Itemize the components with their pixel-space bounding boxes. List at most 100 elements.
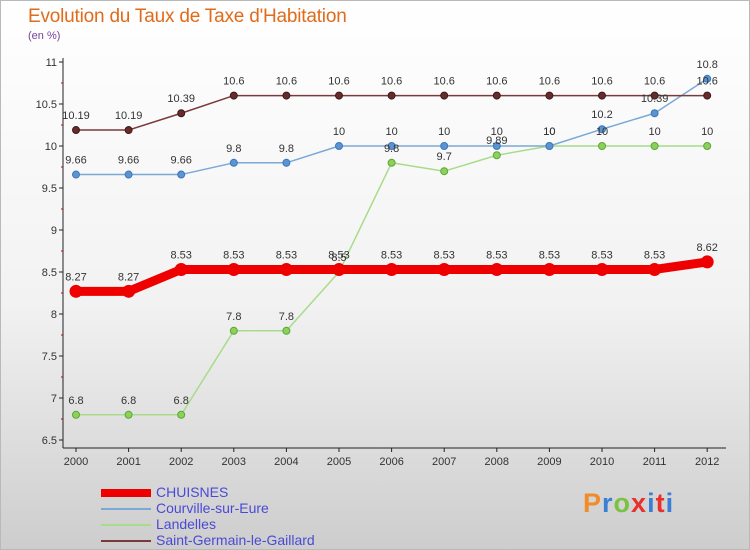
series-saint-germain-le-gaillard-point [387, 91, 396, 100]
series-courville-sur-eure-point [440, 142, 449, 150]
series-landelles-label: 10 [648, 126, 660, 138]
series-landelles-point [229, 326, 238, 335]
series-chuisnes-point [490, 262, 504, 276]
series-layer [69, 74, 714, 419]
chart-title: Evolution du Taux de Taxe d'Habitation [28, 6, 347, 27]
x-tick-label: 2010 [590, 456, 614, 468]
legend-label-courville: Courville-sur-Eure [156, 500, 269, 516]
y-tick-label: 10.5 [36, 99, 57, 111]
series-courville-sur-eure-point [229, 158, 238, 167]
brand-logo-letter: t [655, 488, 666, 518]
series-chuisnes-point [227, 262, 241, 276]
series-saint-germain-le-gaillard-label: 10.6 [539, 76, 560, 88]
series-chuisnes-point [437, 262, 451, 276]
series-saint-germain-le-gaillard-label: 10.6 [696, 76, 717, 88]
y-tick-label: 7.5 [42, 351, 57, 363]
series-chuisnes-point [122, 284, 136, 298]
y-tick-label: 6.5 [42, 435, 57, 447]
x-tick-label: 2005 [327, 456, 351, 468]
series-courville-sur-eure-label: 9.8 [279, 143, 294, 155]
series-courville-sur-eure-point [282, 158, 291, 167]
x-tick-label: 2009 [537, 456, 561, 468]
series-courville-sur-eure-label: 10 [333, 126, 345, 138]
series-chuisnes-point [542, 262, 556, 276]
series-saint-germain-le-gaillard-label: 10.6 [276, 76, 297, 88]
series-courville-sur-eure-label: 10.39 [641, 93, 669, 105]
series-chuisnes-point [174, 262, 188, 276]
series-saint-germain-le-gaillard-label: 10.6 [644, 76, 665, 88]
series-courville-sur-eure-point [650, 109, 659, 118]
x-tick-label: 2007 [432, 456, 456, 468]
legend-item-landelles: Landelles [101, 516, 401, 533]
series-landelles-point [703, 142, 712, 150]
series-landelles-label: 8.5 [331, 252, 346, 264]
series-saint-germain-le-gaillard-label: 10.6 [328, 76, 349, 88]
series-landelles-point [650, 142, 659, 150]
legend-swatch-landelles [101, 524, 151, 526]
series-courville-sur-eure-point [703, 74, 712, 83]
y-tick-label: 10 [45, 141, 57, 153]
brand-logo-letter: x [631, 488, 648, 518]
series-landelles-label: 7.8 [226, 311, 241, 323]
series-chuisnes-label: 8.53 [591, 249, 612, 261]
y-tick-label: 11 [46, 57, 57, 69]
x-tick-label: 2011 [643, 456, 667, 468]
series-courville-sur-eure-label: 10 [385, 126, 397, 138]
series-saint-germain-le-gaillard-point [335, 91, 343, 100]
data-labels: 6.8 6.8 6.8 7.8 7.8 8.5 9.8 9.7 9.89 10 10 10 10 9.66… [62, 59, 718, 407]
series-saint-germain-le-gaillard-point [72, 126, 80, 135]
brand-logo-letter: r [602, 488, 614, 518]
legend-swatch-saint-germain [101, 540, 151, 542]
series-courville-sur-eure-point [598, 125, 606, 134]
series-chuisnes-label: 8.62 [696, 242, 717, 254]
series-landelles-point [72, 410, 80, 419]
axes: 6.5 7 7.5 8 8.5 9 9.5 10 10.5 11 2000 2001 2002 2003 2… [36, 57, 726, 468]
brand-logo-letter: i [665, 488, 675, 518]
series-landelles-label: 9.89 [486, 135, 507, 147]
series-landelles-label: 10 [701, 126, 713, 138]
series-saint-germain-le-gaillard-point [545, 91, 554, 100]
series-landelles-point [598, 142, 606, 150]
series-chuisnes-point [648, 262, 662, 276]
x-tick-label: 2012 [695, 456, 719, 468]
x-tick-label: 2002 [169, 456, 193, 468]
series-chuisnes-label: 8.53 [433, 249, 454, 261]
series-saint-germain-le-gaillard-label: 10.6 [223, 76, 244, 88]
series-courville-sur-eure-label: 10.2 [591, 109, 612, 121]
series-chuisnes-point [332, 262, 346, 276]
brand-logo-letter: o [613, 488, 632, 518]
series-courville-sur-eure-point [124, 170, 133, 179]
y-tick-label: 9 [51, 225, 57, 237]
legend-item-courville: Courville-sur-Eure [101, 500, 401, 517]
series-saint-germain-le-gaillard-label: 10.39 [167, 93, 195, 105]
series-saint-germain-le-gaillard-point [650, 91, 659, 100]
series-saint-germain-le-gaillard-label: 10.19 [115, 110, 143, 122]
series-chuisnes-label: 8.27 [65, 271, 86, 283]
series-chuisnes-label: 8.27 [118, 271, 139, 283]
series-landelles-point [492, 151, 501, 160]
series-chuisnes-point [69, 284, 83, 298]
series-saint-germain-le-gaillard-label: 10.6 [486, 76, 507, 88]
series-saint-germain-le-gaillard-label: 10.6 [591, 76, 612, 88]
series-courville-sur-eure-label: 9.66 [65, 155, 86, 167]
series-chuisnes-label: 8.53 [328, 249, 349, 261]
series-landelles-label: 9.7 [437, 151, 452, 163]
x-tick-label: 2003 [222, 456, 246, 468]
series-chuisnes-point [595, 262, 609, 276]
series-landelles-label: 9.8 [384, 143, 399, 155]
series-landelles-label: 7.8 [279, 311, 294, 323]
series-saint-germain-le-gaillard-point [598, 91, 606, 100]
series-courville-sur-eure-label: 10 [543, 126, 555, 138]
series-landelles-label: 6.8 [121, 395, 136, 407]
x-tick-label: 2006 [379, 456, 403, 468]
series-courville-sur-eure-point [492, 142, 501, 150]
x-tick-label: 2008 [485, 456, 509, 468]
series-landelles-label: 6.8 [68, 395, 83, 407]
legend-swatch-chuisnes [101, 489, 151, 497]
series-courville-sur-eure-label: 10.8 [696, 59, 717, 71]
series-landelles-label: 6.8 [174, 395, 189, 407]
series-saint-germain-le-gaillard-point [440, 91, 449, 100]
series-chuisnes-point [279, 262, 293, 276]
series-chuisnes-label: 8.53 [223, 249, 244, 261]
